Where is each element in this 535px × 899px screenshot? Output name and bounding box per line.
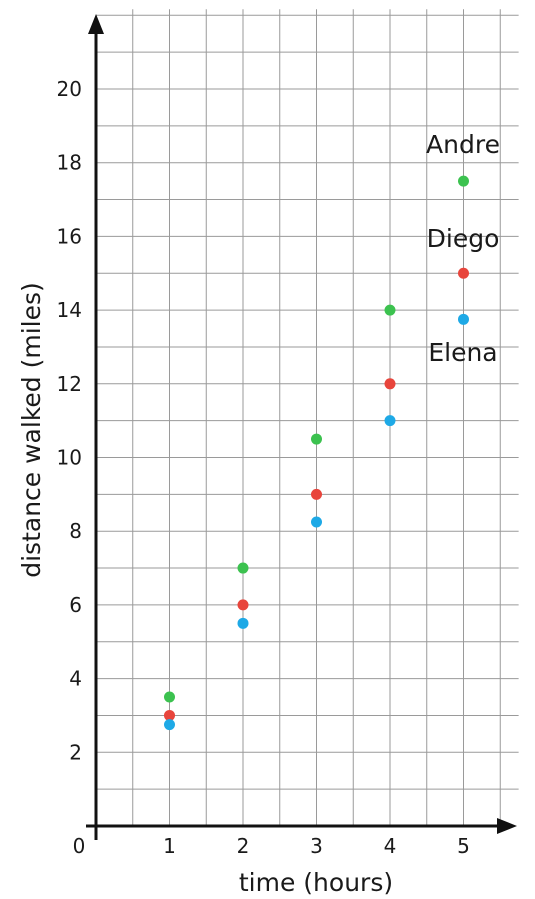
axes xyxy=(86,14,517,840)
x-tick-label: 3 xyxy=(310,834,323,858)
origin-label: 0 xyxy=(73,834,86,858)
x-tick-label: 2 xyxy=(237,834,250,858)
series-labels: Andre Diego Elena xyxy=(426,130,500,367)
y-tick-label: 16 xyxy=(57,224,82,248)
series-label-diego: Diego xyxy=(427,224,500,253)
data-point-elena xyxy=(237,617,249,629)
y-tick-label: 18 xyxy=(57,151,82,175)
series-label-elena: Elena xyxy=(428,338,497,367)
y-tick-label: 12 xyxy=(57,372,82,396)
y-tick-label: 6 xyxy=(69,593,82,617)
data-point-elena xyxy=(384,415,396,427)
data-point-andre xyxy=(384,304,396,316)
data-point-elena xyxy=(164,719,175,731)
data-point-andre xyxy=(237,562,249,574)
x-axis-arrow xyxy=(497,818,517,834)
grid xyxy=(96,9,519,826)
y-axis-title: distance walked (miles) xyxy=(17,282,46,578)
data-point-diego xyxy=(384,378,396,390)
data-point-diego xyxy=(311,488,322,500)
series-label-andre: Andre xyxy=(426,130,500,159)
data-point-elena xyxy=(458,313,469,325)
data-point-diego xyxy=(458,267,469,279)
x-tick-label: 4 xyxy=(384,834,397,858)
data-point-diego xyxy=(237,599,249,611)
y-tick-label: 10 xyxy=(57,446,82,470)
x-axis-title: time (hours) xyxy=(239,868,393,897)
y-tick-label: 8 xyxy=(69,519,82,543)
data-point-elena xyxy=(311,516,322,528)
y-tick-label: 20 xyxy=(57,77,82,101)
data-point-andre xyxy=(458,175,469,187)
data-point-andre xyxy=(311,433,322,445)
x-tick-label: 5 xyxy=(457,834,470,858)
data-points xyxy=(164,175,469,731)
data-point-andre xyxy=(164,691,175,703)
y-tick-label: 4 xyxy=(69,667,82,691)
data-point-diego xyxy=(164,709,175,721)
y-axis-arrow xyxy=(88,14,104,34)
y-tick-label: 2 xyxy=(69,740,82,764)
y-tick-label: 14 xyxy=(57,298,82,322)
x-tick-label: 1 xyxy=(163,834,176,858)
